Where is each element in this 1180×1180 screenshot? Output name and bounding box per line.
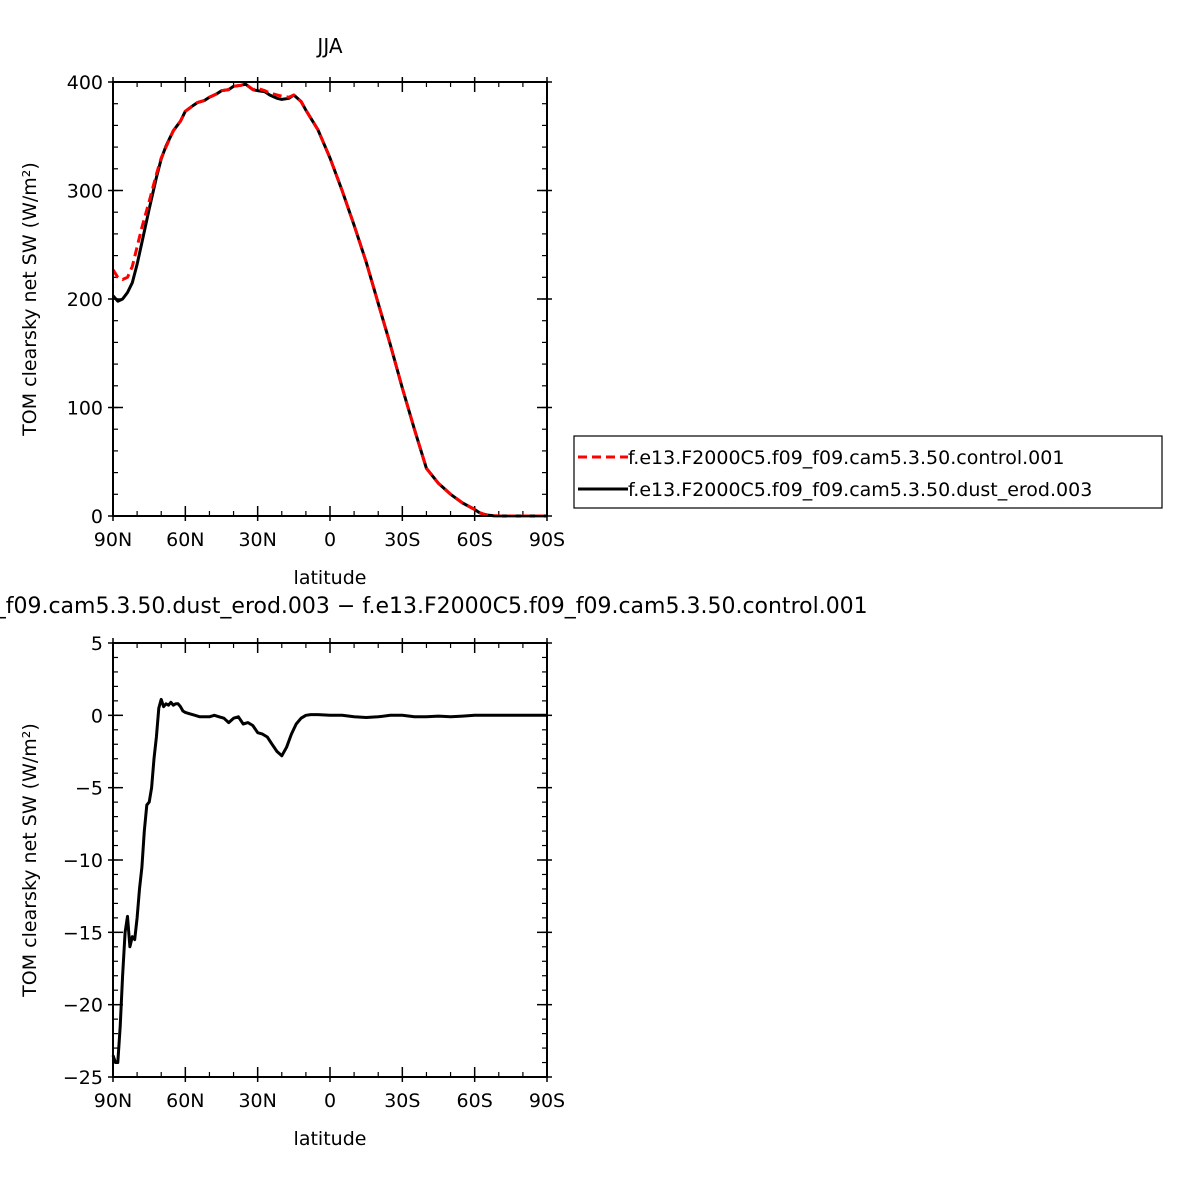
y-tick-label: −25: [63, 1067, 103, 1089]
x-tick-label: 0: [324, 1090, 336, 1112]
y-tick-label: 200: [67, 289, 103, 311]
x-tick-label: 60S: [457, 529, 493, 551]
x-tick-label: 90N: [94, 1090, 132, 1112]
y-tick-label: −10: [63, 850, 103, 872]
x-tick-label: 0: [324, 529, 336, 551]
legend-box: [573, 435, 1163, 509]
y-tick-label: 0: [91, 506, 103, 528]
legend: f.e13.F2000C5.f09_f09.cam5.3.50.control.…: [573, 435, 1163, 509]
y-tick-label: −20: [63, 995, 103, 1017]
bottom-chart-title: f.e13.F2000C5.f09_f09.cam5.3.50.dust_ero…: [0, 594, 868, 619]
top-plot-frame: [112, 81, 548, 517]
x-tick-label: 30S: [384, 1090, 420, 1112]
series-line-1-0: [111, 697, 547, 1064]
series-line-0-0: [111, 82, 547, 518]
bottom-panel: f.e13.F2000C5.f09_f09.cam5.3.50.dust_ero…: [0, 594, 868, 1150]
y-tick-label: 100: [67, 398, 103, 420]
y-tick-label: 0: [91, 705, 103, 727]
x-tick-label: 90S: [529, 529, 565, 551]
bottom-x-axis-label: latitude: [294, 1128, 367, 1150]
top-y-axis-label: TOM clearsky net SW (W/m²): [19, 162, 41, 437]
y-tick-label: 300: [67, 181, 103, 203]
x-tick-label: 30N: [238, 529, 276, 551]
bottom-y-axis-label: TOM clearsky net SW (W/m²): [19, 723, 41, 998]
x-tick-label: 90N: [94, 529, 132, 551]
top-panel: JJA 90N 60N 30N 0 30S 60S 90S 0 100 200 300 400 la…: [19, 34, 565, 589]
y-tick-label: 5: [91, 633, 103, 655]
x-tick-label: 60N: [166, 1090, 204, 1112]
x-tick-label: 30N: [238, 1090, 276, 1112]
y-tick-label: 400: [67, 72, 103, 94]
x-tick-label: 60S: [457, 1090, 493, 1112]
bottom-series-lines: [111, 697, 547, 1064]
top-x-axis-label: latitude: [294, 567, 367, 589]
y-tick-label: −15: [63, 922, 103, 944]
top-y-tick-labels: 0 100 200 300 400: [67, 72, 103, 528]
series-line-0-1: [111, 82, 547, 518]
top-series-lines: [111, 82, 547, 518]
top-ticks: [108, 77, 552, 521]
bottom-plot-frame: [112, 642, 548, 1078]
legend-label-control: f.e13.F2000C5.f09_f09.cam5.3.50.control.…: [628, 447, 1064, 469]
legend-label-dust-erod: f.e13.F2000C5.f09_f09.cam5.3.50.dust_ero…: [628, 479, 1092, 501]
x-tick-label: 60N: [166, 529, 204, 551]
bottom-y-tick-labels: 5 0 −5 −10 −15 −20 −25: [63, 633, 103, 1089]
x-tick-label: 90S: [529, 1090, 565, 1112]
bottom-x-tick-labels: 90N 60N 30N 0 30S 60S 90S: [94, 1090, 565, 1112]
top-x-tick-labels: 90N 60N 30N 0 30S 60S 90S: [94, 529, 565, 551]
y-tick-label: −5: [75, 778, 103, 800]
x-tick-label: 30S: [384, 529, 420, 551]
top-chart-title: JJA: [315, 34, 342, 58]
